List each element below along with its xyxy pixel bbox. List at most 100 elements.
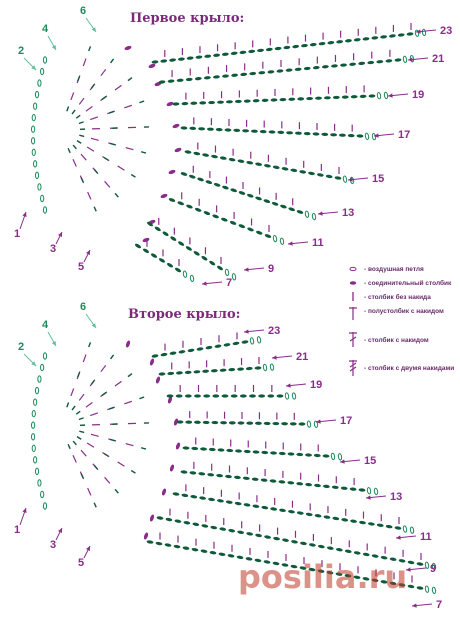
row-stitch-mark [142, 248, 150, 254]
row-stitch-mark [176, 371, 183, 375]
row-stitch-mark [225, 500, 233, 504]
row-stitch-mark [193, 251, 200, 256]
chain-stitch-mark [337, 453, 343, 461]
chain-dash-mark [88, 342, 92, 348]
chain-stitch-mark [30, 125, 36, 133]
row-stitch-mark [167, 79, 175, 83]
row-stitch-mark [270, 507, 278, 511]
right-row-label-17: 17 [398, 129, 410, 141]
row-stitch-mark [278, 480, 286, 484]
row-stitch-mark [344, 574, 352, 578]
row-stitch-mark [221, 217, 228, 222]
left-row-label-2: 2 [18, 45, 24, 57]
chain-stitch-mark [402, 55, 408, 64]
row-stitch-mark [213, 183, 221, 187]
chain-dash-mark [93, 464, 98, 470]
row-stitch-mark [326, 570, 334, 575]
row-stitch-mark [279, 508, 286, 512]
row-stitch-mark [245, 366, 253, 371]
row-stitch-mark [228, 421, 236, 425]
right-row-label-9: 9 [268, 263, 274, 275]
arrow-head-icon [91, 27, 96, 32]
row-stitch-mark [362, 577, 370, 581]
chain-stitch-mark [40, 490, 45, 499]
row-stitch-mark [215, 127, 223, 132]
chain-stitch-icon [349, 266, 357, 272]
legend-item-5: - столбик с двумя накидами [364, 364, 454, 372]
row-stitch-mark [287, 452, 295, 456]
slip-stitch-mark [149, 514, 155, 522]
chain-dash-mark [114, 488, 119, 494]
chain-stitch-mark [272, 234, 278, 243]
row-stitch-mark [258, 394, 266, 398]
double-crochet-mark [87, 191, 92, 200]
arrow-head-icon [406, 567, 411, 572]
row-stitch-mark [205, 345, 213, 350]
chain-stitch-mark [34, 386, 40, 395]
row-stitch-mark [321, 132, 329, 137]
right-row-label-9: 9 [430, 563, 436, 575]
chain-stitch-mark [373, 487, 379, 496]
chain-stitch-mark [30, 421, 36, 429]
chain-stitch-mark [304, 210, 310, 218]
row-stitch-mark [334, 176, 342, 180]
row-stitch-mark [258, 71, 266, 75]
row-stitch-mark [219, 156, 227, 160]
chain-dash-mark [76, 140, 82, 144]
row-stitch-mark [358, 488, 366, 492]
row-stitch-mark [213, 75, 220, 79]
arrow-head-icon [340, 459, 345, 464]
row-stitch-mark [261, 98, 269, 102]
row-stitch-mark [281, 563, 289, 567]
row-stitch-mark [247, 227, 254, 232]
arrow-head-icon [288, 241, 293, 246]
row-stitch-mark [223, 343, 231, 347]
row-stitch-mark [182, 546, 190, 550]
row-stitch-mark [303, 131, 311, 136]
row-stitch-mark [247, 193, 254, 198]
double-crochet-mark [114, 84, 122, 91]
row-stitch-mark [184, 150, 192, 154]
chain-stitch-mark [42, 56, 48, 64]
row-stitch-mark [221, 394, 229, 398]
row-stitch-mark [181, 102, 189, 106]
row-stitch-mark [211, 154, 218, 159]
row-stitch-mark [193, 370, 201, 374]
left-row-label-4: 4 [42, 23, 49, 35]
chain-stitch-mark [311, 212, 317, 221]
row-stitch-mark [202, 420, 210, 425]
row-stitch-mark [260, 478, 268, 482]
row-stitch-mark [241, 340, 249, 344]
chain-stitch-mark [30, 137, 36, 145]
row-stitch-mark [314, 483, 321, 488]
row-stitch-mark [367, 60, 375, 65]
row-stitch-mark [155, 541, 163, 546]
row-stitch-mark [146, 221, 154, 227]
row-stitch-mark [331, 485, 339, 489]
row-stitch-mark [254, 558, 262, 563]
row-stitch-mark [183, 521, 191, 525]
row-stitch-mark [216, 473, 223, 478]
legend-item-1: - соединительный столбик [364, 279, 452, 287]
chain-stitch-mark [37, 183, 42, 191]
row-stitch-mark [326, 546, 334, 550]
row-stitch-mark [255, 533, 262, 538]
row-stitch-mark [256, 230, 263, 235]
chain-stitch-mark [402, 525, 408, 533]
row-stitch-mark [267, 394, 275, 398]
row-stitch-mark [191, 547, 199, 552]
chain-stitch-mark [371, 132, 377, 141]
row-stitch-mark [349, 62, 357, 66]
row-stitch-mark [407, 584, 415, 589]
row-stitch-mark [182, 446, 190, 450]
legend-item-3: - полустолбик с накидом [364, 307, 444, 315]
arrow-head-icon [58, 528, 62, 533]
row-stitch-mark [174, 519, 182, 523]
chain-dash-mark [90, 380, 95, 385]
row-stitch-mark [230, 188, 237, 193]
row-stitch-mark [207, 473, 215, 477]
row-stitch-mark [230, 51, 238, 55]
row-stitch-mark [261, 505, 269, 510]
row-stitch-mark [283, 45, 291, 50]
